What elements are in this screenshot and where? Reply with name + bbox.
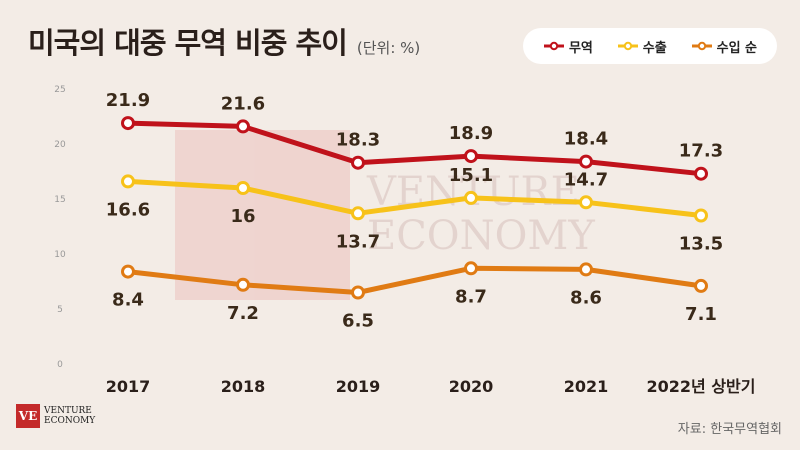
data-point: [694, 166, 708, 181]
x-tick-label: 2018: [221, 377, 266, 396]
data-label: 6.5: [342, 311, 374, 332]
chart-title: 미국의 대중 무역 비중 추이: [28, 26, 348, 60]
legend-swatch: [691, 41, 712, 51]
data-label: 8.7: [455, 286, 487, 307]
data-point: [121, 264, 135, 279]
series-line-2: [125, 178, 704, 218]
data-point: [121, 174, 135, 189]
y-tick-label: 5: [57, 305, 63, 315]
data-label: 16.6: [106, 199, 150, 220]
data-label: 8.4: [112, 290, 144, 311]
legend-item: 무역: [543, 37, 593, 56]
data-label: 13.5: [679, 234, 723, 255]
brand-mark: VE: [16, 404, 40, 428]
data-point: [579, 262, 593, 277]
data-point: [121, 116, 135, 131]
x-tick-label: 2021: [564, 377, 609, 396]
chart-unit: (단위: %): [356, 39, 421, 57]
legend-swatch: [617, 41, 638, 51]
data-point: [464, 261, 478, 276]
data-label: 18.3: [336, 130, 380, 151]
brand-logo: VE VENTURE ECONOMY: [16, 404, 95, 428]
data-label: 13.7: [336, 231, 380, 252]
data-label: 21.6: [221, 93, 265, 114]
data-label: 17.3: [679, 141, 723, 162]
legend-item: 수입 순: [691, 37, 757, 56]
data-point: [351, 155, 365, 170]
title-row: 미국의 대중 무역 비중 추이 (단위: %): [28, 20, 420, 62]
y-tick-label: 25: [54, 85, 65, 95]
data-label: 15.1: [449, 165, 493, 186]
legend-label: 수출: [642, 40, 667, 56]
data-label: 7.1: [685, 304, 717, 325]
data-label: 8.6: [570, 287, 602, 308]
legend-label: 수입 순: [716, 40, 758, 56]
legend-swatch: [543, 41, 564, 51]
data-point: [464, 190, 478, 205]
legend-label: 무역: [568, 40, 593, 56]
data-point: [236, 277, 250, 292]
source-note: 자료: 한국무역협회: [677, 422, 782, 437]
data-label: 18.9: [449, 123, 493, 144]
data-label: 16: [230, 206, 255, 227]
series-line-3: [125, 265, 704, 295]
data-label: 7.2: [227, 303, 259, 324]
data-label: 18.4: [564, 129, 608, 150]
data-point: [351, 285, 365, 300]
data-point: [351, 206, 365, 221]
data-point: [694, 278, 708, 293]
data-point: [579, 154, 593, 169]
x-tick-label: 2022년 상반기: [647, 377, 756, 396]
x-tick-label: 2017: [106, 377, 151, 396]
legend-item: 수출: [617, 37, 667, 56]
y-tick-label: 0: [57, 360, 63, 370]
y-tick-label: 10: [54, 250, 66, 260]
data-point: [464, 149, 478, 164]
legend: 무역 수출 수입 순: [523, 28, 777, 64]
data-label: 21.9: [106, 90, 150, 111]
data-point: [694, 208, 708, 223]
x-tick-label: 2020: [449, 377, 494, 396]
brand-text: VENTURE ECONOMY: [44, 406, 96, 426]
y-tick-label: 20: [54, 140, 66, 150]
series-line-1: [125, 120, 704, 177]
data-label: 14.7: [564, 169, 608, 190]
x-tick-label: 2019: [336, 377, 381, 396]
data-point: [579, 195, 593, 210]
data-point: [236, 119, 250, 134]
data-point: [236, 181, 250, 195]
y-tick-label: 15: [54, 195, 65, 205]
